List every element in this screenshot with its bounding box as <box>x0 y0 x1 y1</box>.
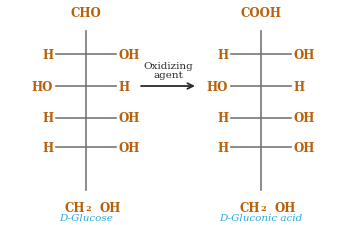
Text: H: H <box>217 141 228 154</box>
Text: HO: HO <box>207 80 228 93</box>
Text: 2: 2 <box>85 204 91 211</box>
Text: OH: OH <box>118 141 140 154</box>
Text: H: H <box>293 80 304 93</box>
Text: HO: HO <box>32 80 53 93</box>
Text: OH: OH <box>118 49 140 62</box>
Text: D-Glucose: D-Glucose <box>59 213 113 222</box>
Text: CHO: CHO <box>70 7 101 20</box>
Text: OH: OH <box>293 49 315 62</box>
Text: D-Gluconic acid: D-Gluconic acid <box>219 213 302 222</box>
Text: OH: OH <box>293 112 315 125</box>
Text: OH: OH <box>274 201 295 214</box>
Text: H: H <box>217 112 228 125</box>
Text: H: H <box>42 112 53 125</box>
Text: CH: CH <box>65 201 85 214</box>
Text: OH: OH <box>293 141 315 154</box>
Text: H: H <box>118 80 130 93</box>
Text: COOH: COOH <box>240 7 281 20</box>
Text: CH: CH <box>240 201 260 214</box>
Text: 2: 2 <box>260 204 266 211</box>
Text: Oxidizing: Oxidizing <box>143 62 193 71</box>
Text: OH: OH <box>118 112 140 125</box>
Text: H: H <box>42 49 53 62</box>
Text: agent: agent <box>153 71 183 80</box>
Text: H: H <box>42 141 53 154</box>
Text: OH: OH <box>99 201 120 214</box>
Text: H: H <box>217 49 228 62</box>
